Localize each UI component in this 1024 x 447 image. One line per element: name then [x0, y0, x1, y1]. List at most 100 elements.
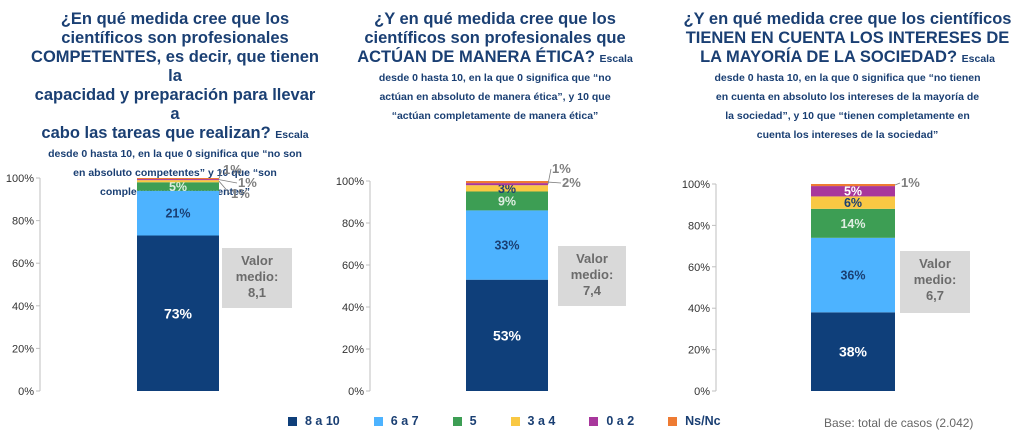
- bar-segment-0-a-2: [466, 183, 548, 186]
- scale-note-line: desde 0 hasta 10, en la que 0 significa …: [714, 72, 981, 84]
- legend-label: 0 a 2: [606, 414, 635, 428]
- scale-note-line: Escala: [599, 53, 633, 65]
- data-label: 5%: [169, 180, 187, 194]
- data-label: 36%: [840, 269, 865, 283]
- bar-segment-8-a-10: [811, 312, 895, 391]
- base-note: Base: total de casos (2.042): [824, 416, 974, 430]
- leader-line: [547, 168, 552, 185]
- y-tick-label: 60%: [12, 258, 34, 270]
- mean-label: medio:: [235, 269, 279, 284]
- title-line: ¿En qué medida cree que los: [60, 10, 290, 28]
- y-tick-label: 40%: [12, 301, 34, 313]
- legend-item: 3 a 4: [510, 414, 555, 428]
- leader-line: [547, 181, 562, 184]
- mean-value: 6,7: [925, 288, 945, 303]
- legend-item: 6 a 7: [373, 414, 419, 428]
- bar-segment-ns-nc: [466, 181, 548, 184]
- bar-segment-0-a-2: [137, 179, 219, 181]
- scale-note-line: Escala: [275, 129, 309, 141]
- data-label-outside: 1%: [223, 162, 242, 177]
- mean-value-box: Valor medio: 7,4: [558, 246, 626, 306]
- y-tick-label: 80%: [12, 216, 34, 228]
- scale-note-line: en absoluto competentes” y 10 que “son: [73, 167, 277, 179]
- mean-label: Valor: [919, 256, 951, 271]
- bar-segment-3-a-4: [137, 180, 219, 183]
- y-tick-label: 60%: [688, 262, 710, 274]
- data-label-outside: 1%: [901, 175, 920, 190]
- title-line: científicos son profesionales que: [364, 29, 626, 47]
- legend-label: 8 a 10: [305, 414, 340, 428]
- mean-label: Valor: [241, 253, 273, 268]
- legend-label: 6 a 7: [390, 414, 419, 428]
- data-label: 73%: [164, 305, 193, 321]
- scale-note-line: Escala: [961, 53, 995, 65]
- title-line: ¿Y en qué medida cree que los científico…: [683, 10, 1012, 28]
- y-tick-label: 0%: [18, 386, 34, 398]
- scale-note-line: en cuenta en absoluto los intereses de l…: [715, 91, 980, 103]
- y-tick-label: 80%: [342, 218, 364, 230]
- chart-2: 0% 20% 40% 60% 80% 100% 53% 33% 9%3% 1%2%: [336, 161, 581, 398]
- title-line: LA MAYORÍA DE LA SOCIEDAD?: [700, 48, 958, 66]
- legend-swatch: [452, 416, 462, 426]
- mean-label: Valor: [576, 251, 608, 266]
- legend-label: 5: [469, 414, 477, 428]
- data-label: 9%: [498, 194, 516, 208]
- scale-note-line: desde 0 hasta 10, en la que 0 significa …: [48, 148, 302, 160]
- data-label-outside: 1%: [231, 186, 250, 201]
- data-label-outside: 1%: [552, 161, 571, 176]
- y-tick-label: 20%: [12, 343, 34, 355]
- y-tick-label: 100%: [682, 179, 710, 191]
- y-tick-label: 100%: [336, 176, 364, 188]
- y-tick-label: 20%: [688, 345, 710, 357]
- bar-segment-0-a-2: [811, 186, 895, 197]
- scale-note-line: “actúan completamente de manera ética”: [391, 110, 599, 122]
- y-tick-label: 40%: [342, 302, 364, 314]
- bar-segment-8-a-10: [466, 279, 548, 391]
- bar-segment-5: [466, 191, 548, 211]
- data-label-outside: 1%: [238, 175, 257, 190]
- data-label: 53%: [493, 327, 522, 343]
- legend-item: Ns/Nc: [668, 414, 721, 428]
- data-label: 33%: [494, 239, 519, 253]
- y-tick-label: 80%: [688, 220, 710, 232]
- leader-line: [894, 182, 901, 186]
- chart-3: 0% 20% 40% 60% 80% 100% 38% 36% 14% 6%5% 1%: [682, 175, 920, 398]
- mean-value-box: Valor medio: 6,7: [900, 251, 970, 313]
- chart-title-3: ¿Y en qué medida cree que los científico…: [675, 10, 1020, 143]
- legend-item: 8 a 10: [288, 414, 340, 428]
- bar-segment-6-a-7: [466, 210, 548, 280]
- legend-swatch: [510, 416, 520, 426]
- title-line: ACTÚAN DE MANERA ÉTICA?: [357, 48, 595, 66]
- data-label: 38%: [839, 344, 868, 360]
- mean-label: medio:: [570, 267, 614, 282]
- title-line: COMPETENTES, es decir, que tienen la: [31, 48, 319, 85]
- legend-item: 5: [452, 414, 477, 428]
- y-tick-label: 60%: [342, 260, 364, 272]
- leader-line: [218, 179, 238, 184]
- bar-segment-ns-nc: [811, 184, 895, 187]
- bar-segment-3-a-4: [811, 196, 895, 209]
- bar-segment-6-a-7: [137, 190, 219, 236]
- mean-value: 7,4: [582, 283, 602, 298]
- data-label: 6%: [844, 196, 862, 210]
- data-label-outside: 2%: [562, 175, 581, 190]
- scale-note-line: la sociedad”, y 10 que “tienen completam…: [725, 110, 970, 122]
- legend-swatch: [589, 416, 599, 426]
- legend-swatch: [373, 416, 383, 426]
- title-line: cabo las tareas que realizan?: [41, 124, 271, 142]
- legend: 8 a 10 6 a 7 5 3 a 4 0 a 2 Ns/Nc: [288, 414, 755, 428]
- title-line: ¿Y en qué medida cree que los: [374, 10, 616, 28]
- scale-note-line: actúan en absoluto de manera ética”, y 1…: [379, 91, 611, 103]
- mean-value-box: Valor medio: 8,1: [222, 248, 292, 308]
- mean-label: medio:: [913, 272, 957, 287]
- title-line: científicos son profesionales: [61, 29, 289, 47]
- bar-segment-3-a-4: [466, 185, 548, 192]
- leader-line: [218, 169, 223, 179]
- leader-line: [218, 180, 231, 195]
- title-line: TIENEN EN CUENTA LOS INTERESES DE: [685, 29, 1010, 47]
- data-label: 14%: [840, 217, 865, 231]
- bar-segment-8-a-10: [137, 235, 219, 391]
- data-label: 3%: [498, 182, 516, 196]
- scale-note-line: cuenta los intereses de la sociedad”: [756, 129, 939, 141]
